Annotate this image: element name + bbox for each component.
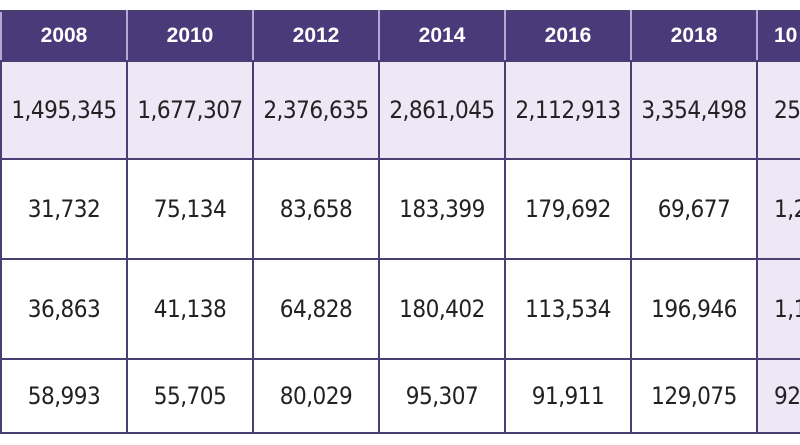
table-cell-partial: 25,0 (756, 60, 800, 160)
table-cell-partial: 92 (756, 358, 800, 434)
table-cell: 196,946 (630, 258, 758, 360)
table-cell: 95,307 (378, 358, 506, 434)
table-cell: 1,495,345 (0, 60, 128, 160)
table-cell: 58,993 (0, 358, 128, 434)
table-cell: 2,376,635 (252, 60, 380, 160)
header-cell-partial: 10 (756, 10, 800, 62)
header-cell: 2016 (504, 10, 632, 62)
table-cell: 55,705 (126, 358, 254, 434)
table-cell: 36,863 (0, 258, 128, 360)
table-row: 1,495,345 1,677,307 2,376,635 2,861,045 … (0, 60, 800, 160)
table-cell: 2,861,045 (378, 60, 506, 160)
table-cell: 179,692 (504, 158, 632, 260)
table-cell: 41,138 (126, 258, 254, 360)
header-cell: 2012 (252, 10, 380, 62)
table-cell-partial: 1,2 (756, 158, 800, 260)
table-cell: 129,075 (630, 358, 758, 434)
table-cell: 2,112,913 (504, 60, 632, 160)
table-cell: 183,399 (378, 158, 506, 260)
table-cell: 91,911 (504, 358, 632, 434)
table-row: 58,993 55,705 80,029 95,307 91,911 129,0… (0, 358, 800, 434)
table-cell-partial: 1,1 (756, 258, 800, 360)
table-row: 36,863 41,138 64,828 180,402 113,534 196… (0, 258, 800, 360)
header-cell: 2014 (378, 10, 506, 62)
header-row: 2008 2010 2012 2014 2016 2018 10 (0, 10, 800, 62)
table-cell: 31,732 (0, 158, 128, 260)
header-cell: 2008 (0, 10, 128, 62)
table-cell: 1,677,307 (126, 60, 254, 160)
table-cell: 113,534 (504, 258, 632, 360)
table-row: 31,732 75,134 83,658 183,399 179,692 69,… (0, 158, 800, 260)
table-cell: 180,402 (378, 258, 506, 360)
header-cell: 2010 (126, 10, 254, 62)
table-cell: 69,677 (630, 158, 758, 260)
table-cell: 83,658 (252, 158, 380, 260)
table-cell: 75,134 (126, 158, 254, 260)
data-table: 2008 2010 2012 2014 2016 2018 10 1,495,3… (0, 10, 800, 434)
table-cell: 64,828 (252, 258, 380, 360)
table-cell: 3,354,498 (630, 60, 758, 160)
header-cell: 2018 (630, 10, 758, 62)
table-cell: 80,029 (252, 358, 380, 434)
